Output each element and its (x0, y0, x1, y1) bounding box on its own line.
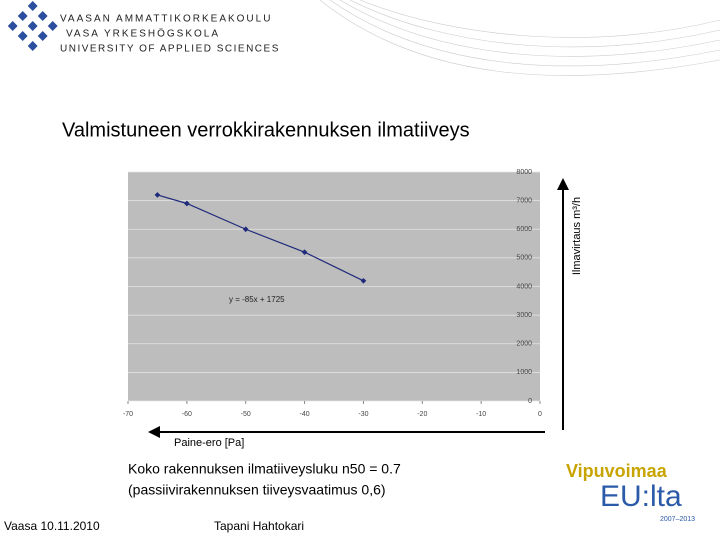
logo-text: UNIVERSITY OF APPLIED SCIENCES (60, 44, 280, 55)
data-point (154, 192, 161, 198)
x-tick-label: 0 (538, 411, 542, 418)
data-point (242, 226, 249, 233)
x-tick-label: -40 (300, 411, 310, 418)
logo-text: VASA YRKESHÖGSKOLA (66, 28, 220, 40)
x-tick-label: -50 (241, 411, 251, 418)
footer-author: Tapani Hahtokari (214, 519, 304, 533)
equation-annotation: y = -85x + 1725 (229, 295, 285, 304)
x-tick-label: -10 (476, 411, 486, 418)
y-tick-label: 7000 (516, 197, 532, 204)
decoration (319, 0, 720, 76)
y-tick-label: 3000 (516, 312, 532, 319)
logo-mark (7, 1, 58, 51)
y-tick-label: 2000 (516, 341, 532, 348)
eu-logo: 2007–2013 (660, 516, 695, 523)
data-point (184, 200, 190, 207)
x-tick-label: -60 (182, 411, 192, 418)
y-tick-label: 0 (528, 398, 532, 405)
eu-logo: Vipuvoimaa (566, 461, 668, 481)
x-tick-label: -70 (123, 411, 133, 418)
x-axis-label: Paine-ero [Pa] (174, 437, 244, 449)
y-tick-label: 8000 (516, 169, 532, 176)
logo-text: VAASAN AMMATTIKORKEAKOULU (60, 14, 272, 25)
footer-date: Vaasa 10.11.2010 (4, 519, 100, 533)
x-tick-label: -20 (417, 411, 427, 418)
data-point (360, 277, 367, 284)
y-axis-label: Ilmavirtaus m³/h (571, 197, 583, 275)
arrow-head (148, 426, 160, 438)
data-point (301, 249, 308, 255)
body-text: (passiivirakennuksen tiiveysvaatimus 0,6… (128, 482, 386, 498)
slide-title: Valmistuneen verrokkirakennuksen ilmatii… (62, 119, 470, 141)
y-tick-label: 5000 (516, 255, 532, 262)
x-tick-label: -30 (358, 411, 368, 418)
y-tick-label: 4000 (516, 283, 532, 290)
y-tick-label: 6000 (516, 226, 532, 233)
eu-logo: EU:lta (600, 480, 682, 513)
y-tick-label: 1000 (516, 369, 532, 376)
chart: 0 1000 2000 3000 4000 5000 6000 7000 8000 -70 -60 -… (123, 169, 542, 418)
arrow-head (557, 178, 569, 190)
body-text: Koko rakennuksen ilmatiiveysluku n50 = 0… (128, 461, 401, 477)
